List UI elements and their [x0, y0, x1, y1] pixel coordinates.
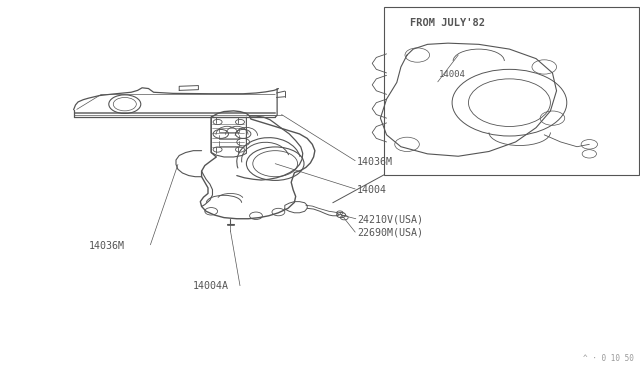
Text: 14004: 14004: [438, 70, 465, 79]
Text: 14004: 14004: [357, 185, 387, 195]
Bar: [384, 7, 639, 175]
Text: 24210V(USA): 24210V(USA): [357, 215, 423, 224]
Text: 22690M(USA): 22690M(USA): [357, 228, 423, 237]
Text: 14036M: 14036M: [357, 157, 393, 167]
Text: 14004A: 14004A: [193, 282, 229, 291]
Text: 14036M: 14036M: [89, 241, 125, 250]
Text: ^ · 0 10 50: ^ · 0 10 50: [583, 354, 634, 363]
Text: FROM JULY'82: FROM JULY'82: [410, 18, 484, 28]
